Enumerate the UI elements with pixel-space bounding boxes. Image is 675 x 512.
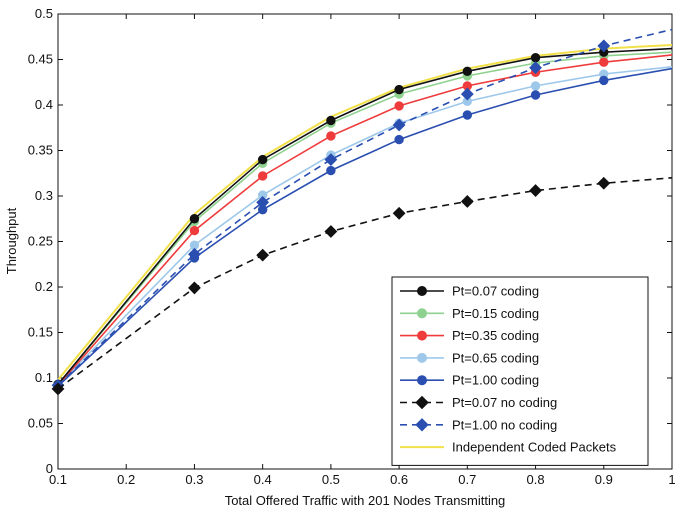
x-tick-label: 0.5 <box>322 472 340 487</box>
legend-marker <box>415 418 429 432</box>
legend-entry: Independent Coded Packets <box>400 440 617 455</box>
legend-label: Pt=0.07 coding <box>452 284 539 299</box>
data-point <box>326 131 336 141</box>
data-point <box>460 87 474 101</box>
y-tick-label: 0.35 <box>28 143 53 158</box>
legend-box <box>391 276 649 466</box>
axis-ticks: 0.1 0.2 0.3 0.4 0.5 0.6 0.7 0.8 0.9 1 0 0.05 0.1 0.15… <box>28 6 675 487</box>
data-point <box>256 195 270 209</box>
data-point <box>530 81 541 91</box>
data-point <box>530 52 541 63</box>
data-point <box>189 225 200 236</box>
data-point <box>257 171 268 181</box>
data-point <box>324 153 338 167</box>
legend-marker <box>417 286 427 296</box>
data-point <box>394 84 404 95</box>
legend-marker <box>417 375 427 386</box>
legend-label: Pt=0.35 coding <box>452 328 539 343</box>
x-tick-label: 0.1 <box>49 472 67 487</box>
y-tick-label: 0.45 <box>28 52 53 67</box>
data-point <box>189 214 200 224</box>
data-series <box>51 28 673 396</box>
data-point <box>529 61 542 75</box>
y-tick-label: 0.25 <box>28 234 53 249</box>
x-tick-label: 0.9 <box>595 472 613 487</box>
y-tick-label: 0.5 <box>35 6 53 21</box>
data-point <box>394 101 404 111</box>
x-tick-label: 0.4 <box>254 472 272 487</box>
data-point <box>392 118 406 132</box>
legend-entry: Pt=0.15 coding <box>400 306 539 321</box>
y-tick-label: 0 <box>46 461 53 476</box>
legend-label: Pt=1.00 coding <box>452 373 539 388</box>
x-axis-label: Total Offered Traffic with 201 Nodes Tra… <box>225 493 506 508</box>
legend-marker <box>417 330 427 341</box>
legend-label: Pt=0.07 no coding <box>452 395 557 410</box>
legend-entry: Pt=0.07 no coding <box>400 395 557 410</box>
x-tick-label: 0.8 <box>527 472 545 487</box>
legend-label: Pt=1.00 no coding <box>452 417 557 432</box>
data-point <box>326 115 336 126</box>
data-point <box>256 248 270 262</box>
data-point <box>326 165 336 176</box>
x-tick-label: 0.7 <box>458 472 476 487</box>
data-point <box>51 382 65 396</box>
data-point <box>597 176 611 190</box>
data-point <box>324 225 338 238</box>
data-point <box>392 206 406 220</box>
data-point <box>529 184 542 197</box>
data-point <box>599 75 609 86</box>
data-point <box>530 90 541 100</box>
data-point <box>188 281 201 295</box>
legend: Pt=0.07 coding Pt=0.15 coding Pt=0.35 codi… <box>391 276 649 466</box>
data-point <box>394 134 404 145</box>
data-point <box>188 247 201 261</box>
legend-marker <box>417 352 427 363</box>
x-tick-label: 0.6 <box>390 472 408 487</box>
legend-entry: Pt=0.07 coding <box>400 284 539 299</box>
legend-entry: Pt=1.00 no coding <box>400 417 557 432</box>
legend-entry: Pt=0.35 coding <box>400 328 539 343</box>
y-tick-label: 0.15 <box>28 325 53 340</box>
y-tick-label: 0.3 <box>35 188 53 203</box>
legend-label: Independent Coded Packets <box>452 440 617 455</box>
data-point <box>597 39 611 53</box>
x-tick-label: 0.3 <box>185 472 203 487</box>
legend-entry: Pt=1.00 coding <box>400 373 539 388</box>
legend-label: Pt=0.65 coding <box>452 350 539 365</box>
data-point <box>462 66 473 77</box>
data-point <box>460 195 474 208</box>
y-tick-label: 0.2 <box>35 279 53 294</box>
series-5 <box>51 176 673 396</box>
data-point <box>462 110 473 120</box>
legend-label: Pt=0.15 coding <box>452 306 539 321</box>
y-tick-label: 0.1 <box>35 370 53 385</box>
x-tick-label: 1 <box>668 472 675 487</box>
series-line <box>57 28 673 386</box>
legend-entry: Pt=0.65 coding <box>400 350 539 365</box>
data-point <box>599 57 609 67</box>
data-point <box>257 154 268 165</box>
y-tick-label: 0.05 <box>28 416 53 431</box>
legend-marker <box>415 395 429 410</box>
y-tick-label: 0.4 <box>35 97 53 112</box>
x-tick-label: 0.2 <box>117 472 135 487</box>
y-axis-label: Throughput <box>4 207 19 274</box>
legend-marker <box>417 308 427 319</box>
